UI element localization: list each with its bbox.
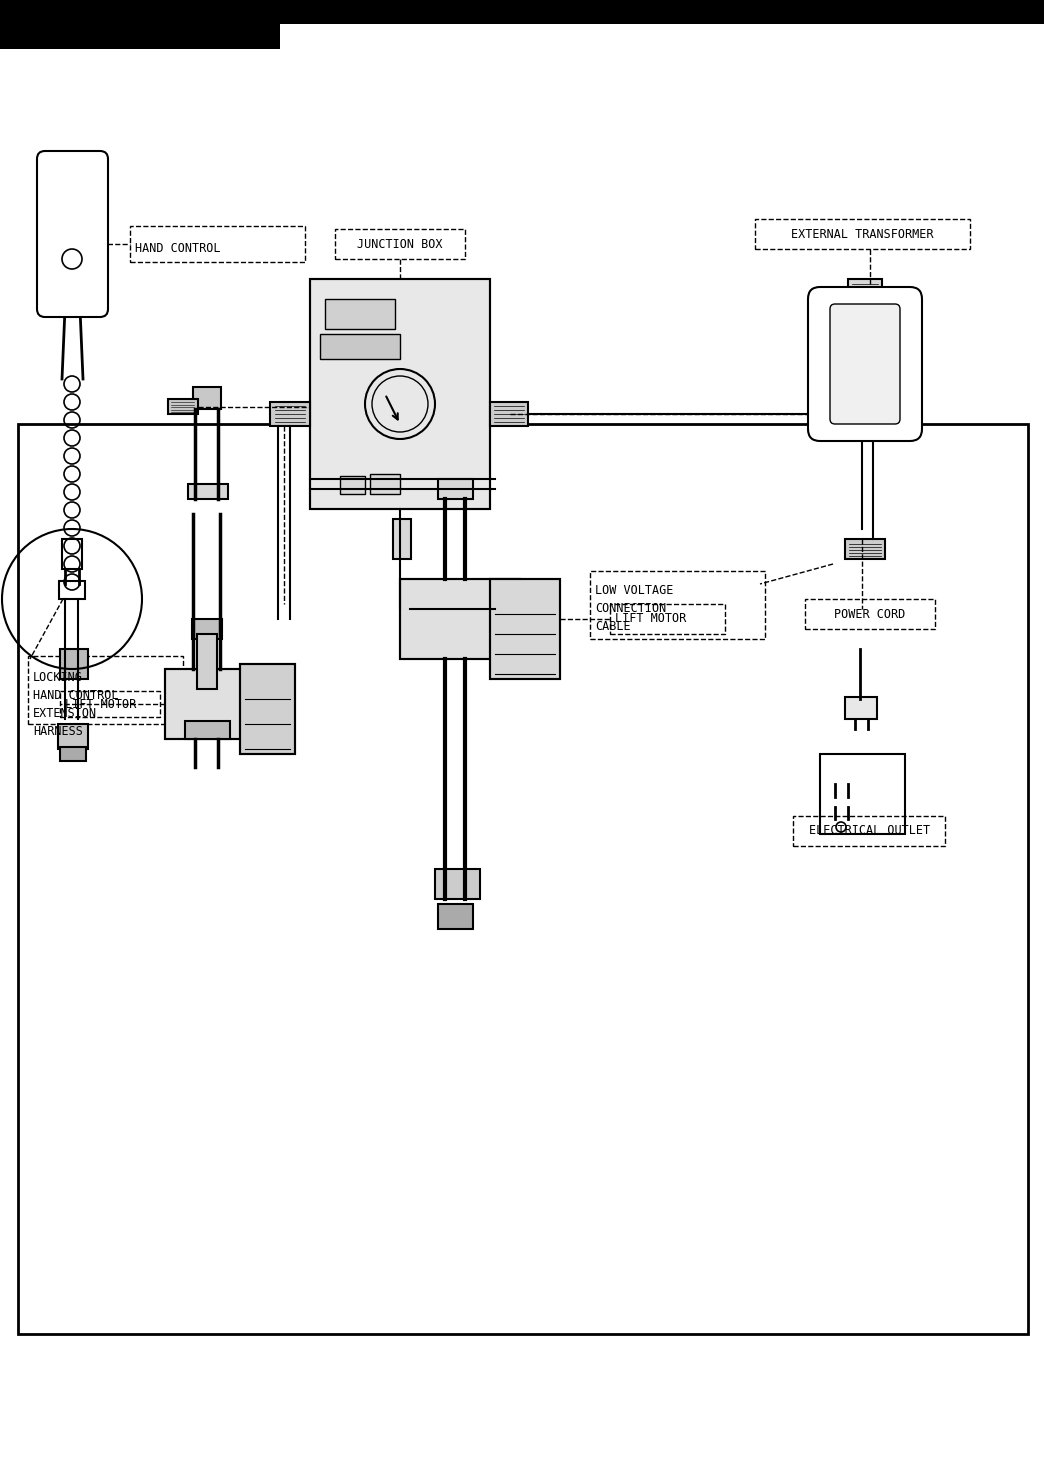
Polygon shape [490,402,528,426]
Polygon shape [60,649,88,679]
Polygon shape [168,399,198,414]
FancyBboxPatch shape [37,151,108,317]
Text: HAND CONTROL: HAND CONTROL [135,243,220,256]
Polygon shape [185,720,230,740]
Polygon shape [845,538,885,559]
Polygon shape [270,402,310,426]
Polygon shape [848,280,882,299]
Polygon shape [60,747,86,762]
Bar [280,0,1044,24]
Polygon shape [325,299,395,328]
Text: LIFT MOTOR: LIFT MOTOR [615,612,686,626]
FancyBboxPatch shape [830,305,900,424]
Polygon shape [193,387,221,410]
Polygon shape [310,280,490,509]
Polygon shape [370,473,400,494]
Bar [0,0,280,49]
Text: EXTERNAL TRANSFORMER: EXTERNAL TRANSFORMER [790,228,933,241]
Polygon shape [438,904,473,929]
Polygon shape [321,334,400,359]
FancyBboxPatch shape [808,287,922,441]
Text: LIFT MOTOR: LIFT MOTOR [65,698,137,710]
Polygon shape [845,697,877,719]
Text: JUNCTION BOX: JUNCTION BOX [357,238,443,250]
Polygon shape [192,620,222,639]
Text: POWER CORD: POWER CORD [834,608,905,621]
Polygon shape [188,484,228,498]
Polygon shape [490,578,560,679]
Text: LOW VOLTAGE
CONNECTION
CABLE: LOW VOLTAGE CONNECTION CABLE [595,584,673,633]
Polygon shape [393,519,411,559]
Polygon shape [340,476,365,494]
Polygon shape [197,634,217,689]
Polygon shape [165,669,255,740]
Text: ELECTRICAL OUTLET: ELECTRICAL OUTLET [809,824,930,837]
Text: LOCKING
HAND CONTROL
EXTENSION
HARNESS: LOCKING HAND CONTROL EXTENSION HARNESS [33,671,119,738]
Polygon shape [58,725,88,748]
Polygon shape [438,479,473,498]
Polygon shape [435,870,480,899]
Polygon shape [400,578,520,660]
Polygon shape [240,664,295,754]
